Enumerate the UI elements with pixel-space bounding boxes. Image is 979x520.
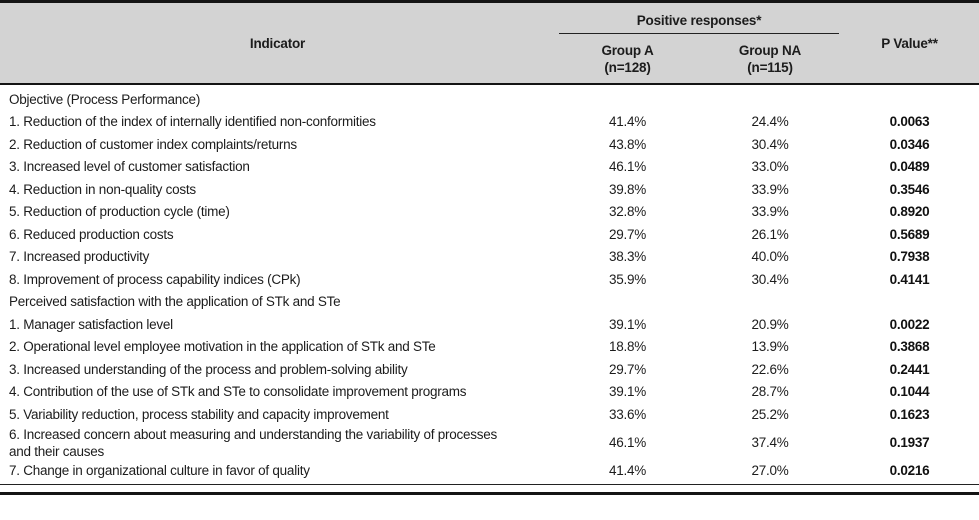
indicator-cell: 4. Reduction in non-quality costs xyxy=(9,181,196,197)
p-value-column-header: P Value** xyxy=(881,35,938,51)
group-na-value: 27.0% xyxy=(751,463,789,479)
p-value: 0.2441 xyxy=(889,361,930,377)
p-value: 0.8920 xyxy=(889,204,930,220)
group-a-value: 46.1% xyxy=(608,159,647,175)
indicator-cell: 8. Improvement of process capability ind… xyxy=(9,271,301,287)
section-title: Perceived satisfaction with the applicat… xyxy=(9,294,341,310)
group-a-value: 29.7% xyxy=(608,226,647,242)
indicator-cell: 2. Reduction of customer index complaint… xyxy=(9,136,297,152)
positive-responses-header: Positive responses* xyxy=(559,3,839,34)
table-row: 6. Reduced production costs 29.7% 26.1% 0.5… xyxy=(0,223,979,246)
table-row: 4. Contribution of the use of STk and ST… xyxy=(0,381,979,404)
group-a-value: 46.1% xyxy=(608,435,647,450)
group-a-value: 43.8% xyxy=(608,136,647,152)
group-na-value: 13.9% xyxy=(751,339,789,355)
group-na-value: 33.9% xyxy=(751,181,789,197)
table-row: 7. Change in organizational culture in f… xyxy=(0,460,979,483)
group-a-label: Group A xyxy=(601,42,654,58)
indicator-cell: 5. Variability reduction, process stabil… xyxy=(9,406,389,422)
p-value: 0.1937 xyxy=(889,435,930,450)
p-value: 0.0063 xyxy=(889,114,930,130)
group-na-value: 30.4% xyxy=(751,136,789,152)
group-a-value: 39.1% xyxy=(608,316,647,332)
group-na-header: Group NA (n=115) xyxy=(700,34,840,83)
group-na-sample-size: (n=115) xyxy=(747,59,793,75)
table-header: Indicator Positive responses* Group A (n… xyxy=(0,0,979,85)
p-value: 0.1044 xyxy=(889,384,930,400)
group-subheaders: Group A (n=128) Group NA (n=115) xyxy=(555,34,840,83)
indicator-cell: 7. Change in organizational culture in f… xyxy=(9,463,310,479)
p-value: 0.0346 xyxy=(889,136,930,152)
group-na-label: Group NA xyxy=(738,42,802,58)
table-body: Objective (Process Performance) 1. Reduct… xyxy=(0,85,979,485)
p-value: 0.0489 xyxy=(889,159,930,175)
group-a-value: 18.8% xyxy=(608,339,647,355)
table-row: 8. Improvement of process capability ind… xyxy=(0,268,979,291)
group-na-value: 30.4% xyxy=(751,271,789,287)
table-row: 7. Increased productivity 38.3% 40.0% 0.793… xyxy=(0,246,979,269)
table-row: 2. Operational level employee motivation… xyxy=(0,336,979,359)
table-row: 5. Variability reduction, process stabil… xyxy=(0,403,979,426)
group-na-value: 33.9% xyxy=(751,204,789,220)
table-row: 5. Reduction of production cycle (time) 3… xyxy=(0,201,979,224)
group-a-value: 33.6% xyxy=(608,406,647,422)
indicator-cell: 3. Increased level of customer satisfact… xyxy=(9,159,250,175)
indicator-cell: 6. Reduced production costs xyxy=(9,226,174,242)
table-row: 6. Increased concern about measuring and… xyxy=(0,426,979,460)
group-a-value: 29.7% xyxy=(608,361,647,377)
group-a-value: 39.8% xyxy=(608,181,647,197)
group-a-value: 32.8% xyxy=(608,204,647,220)
p-value: 0.1623 xyxy=(889,406,930,422)
group-na-value: 40.0% xyxy=(751,249,789,265)
indicator-cell: 5. Reduction of production cycle (time) xyxy=(9,204,230,220)
group-na-value: 20.9% xyxy=(751,316,789,332)
bottom-rule xyxy=(0,492,979,495)
p-value: 0.3546 xyxy=(889,181,930,197)
group-na-value: 24.4% xyxy=(751,114,789,130)
table-row: 1. Reduction of the index of internally … xyxy=(0,111,979,134)
group-na-value: 37.4% xyxy=(751,435,789,450)
indicator-cell: 6. Increased concern about measuring and… xyxy=(9,426,498,459)
group-a-header: Group A (n=128) xyxy=(555,34,700,83)
group-a-value: 38.3% xyxy=(608,249,647,265)
indicator-cell: 2. Operational level employee motivation… xyxy=(9,339,436,355)
p-value: 0.7938 xyxy=(889,249,930,265)
group-na-value: 22.6% xyxy=(751,361,789,377)
indicator-cell: 1. Manager satisfaction level xyxy=(9,316,173,332)
group-na-value: 28.7% xyxy=(751,384,789,400)
section-title: Objective (Process Performance) xyxy=(9,91,201,107)
positive-responses-group: Positive responses* Group A (n=128) Grou… xyxy=(555,3,840,83)
group-na-value: 33.0% xyxy=(751,159,789,175)
indicator-column-header: Indicator xyxy=(249,35,306,51)
indicator-cell: 4. Contribution of the use of STk and ST… xyxy=(9,384,467,400)
p-value: 0.4141 xyxy=(889,271,930,287)
table-row: 2. Reduction of customer index complaint… xyxy=(0,133,979,156)
table-row: 3. Increased understanding of the proces… xyxy=(0,358,979,381)
table-row: 1. Manager satisfaction level 39.1% 20.9% 0… xyxy=(0,313,979,336)
p-value: 0.0216 xyxy=(889,463,930,479)
group-a-value: 41.4% xyxy=(608,114,647,130)
group-a-value: 35.9% xyxy=(608,271,647,287)
table-row: 4. Reduction in non-quality costs 39.8% 33… xyxy=(0,178,979,201)
p-value: 0.0022 xyxy=(889,316,930,332)
group-na-value: 26.1% xyxy=(751,226,789,242)
group-a-sample-size: (n=128) xyxy=(604,59,651,75)
p-value: 0.5689 xyxy=(889,226,930,242)
group-a-value: 41.4% xyxy=(608,463,647,479)
group-na-value: 25.2% xyxy=(751,406,789,422)
indicator-cell: 7. Increased productivity xyxy=(9,249,150,265)
p-value: 0.3868 xyxy=(889,339,930,355)
group-a-value: 39.1% xyxy=(608,384,647,400)
indicator-cell: 1. Reduction of the index of internally … xyxy=(9,114,376,130)
indicator-cell: 3. Increased understanding of the proces… xyxy=(9,361,408,377)
table-row: 3. Increased level of customer satisfact… xyxy=(0,156,979,179)
